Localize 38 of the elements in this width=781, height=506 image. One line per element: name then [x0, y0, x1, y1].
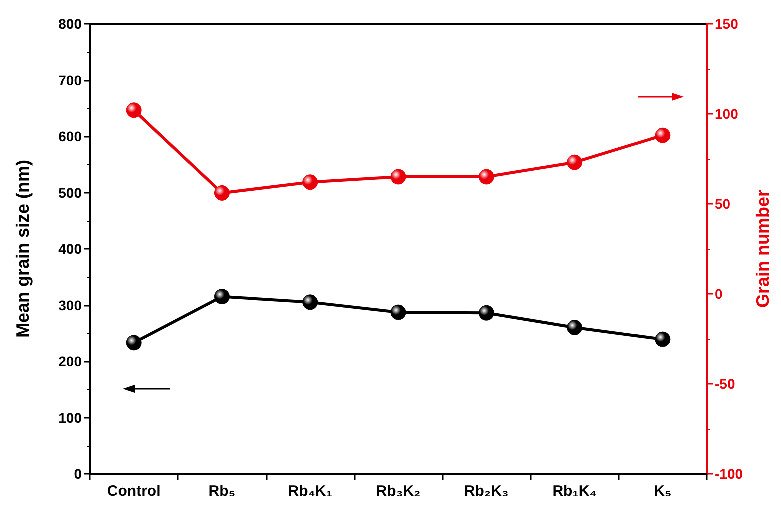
point [655, 128, 671, 144]
x-tick-label: Rb₁K₄ [552, 483, 597, 500]
y-tick-label: 0 [74, 466, 82, 482]
y2-axis-title: Grain number [752, 190, 773, 308]
x-tick-label: Rb₂K₃ [464, 483, 509, 500]
y-tick-label: 200 [58, 354, 82, 370]
y-tick-label: 700 [58, 72, 82, 88]
point [302, 174, 318, 190]
point [478, 305, 494, 321]
point [126, 335, 142, 351]
point [390, 169, 406, 185]
point [478, 169, 494, 185]
y-axis-title: Mean grain size (nm) [13, 160, 33, 338]
y2-tick-label: 0 [715, 286, 723, 302]
y-tick-label: 800 [58, 16, 82, 32]
y-tick-label: 500 [58, 184, 82, 201]
point [655, 332, 671, 348]
y2-tick-label: 100 [715, 106, 739, 122]
x-tick-label: Rb₅ [208, 483, 236, 500]
x-tick-label: Control [107, 483, 161, 500]
point [214, 185, 230, 201]
x-tick-label: Rb₃K₂ [376, 483, 421, 500]
y2-tick-label: 150 [715, 16, 739, 32]
y2-tick-label: -100 [715, 466, 744, 482]
y-tick-label: 100 [58, 410, 82, 426]
x-tick-label: Rb₄K₁ [288, 483, 332, 500]
point [302, 294, 318, 310]
x-tick-label: K₅ [654, 483, 672, 500]
point [567, 320, 583, 336]
point [214, 289, 230, 305]
y2-tick-label: -50 [715, 376, 736, 392]
point [567, 154, 583, 170]
point [390, 304, 406, 320]
point [126, 102, 142, 118]
y-tick-label: 400 [58, 241, 82, 257]
y2-tick-label: 50 [715, 196, 731, 212]
y-tick-label: 300 [58, 297, 82, 314]
y-tick-label: 600 [58, 128, 82, 144]
